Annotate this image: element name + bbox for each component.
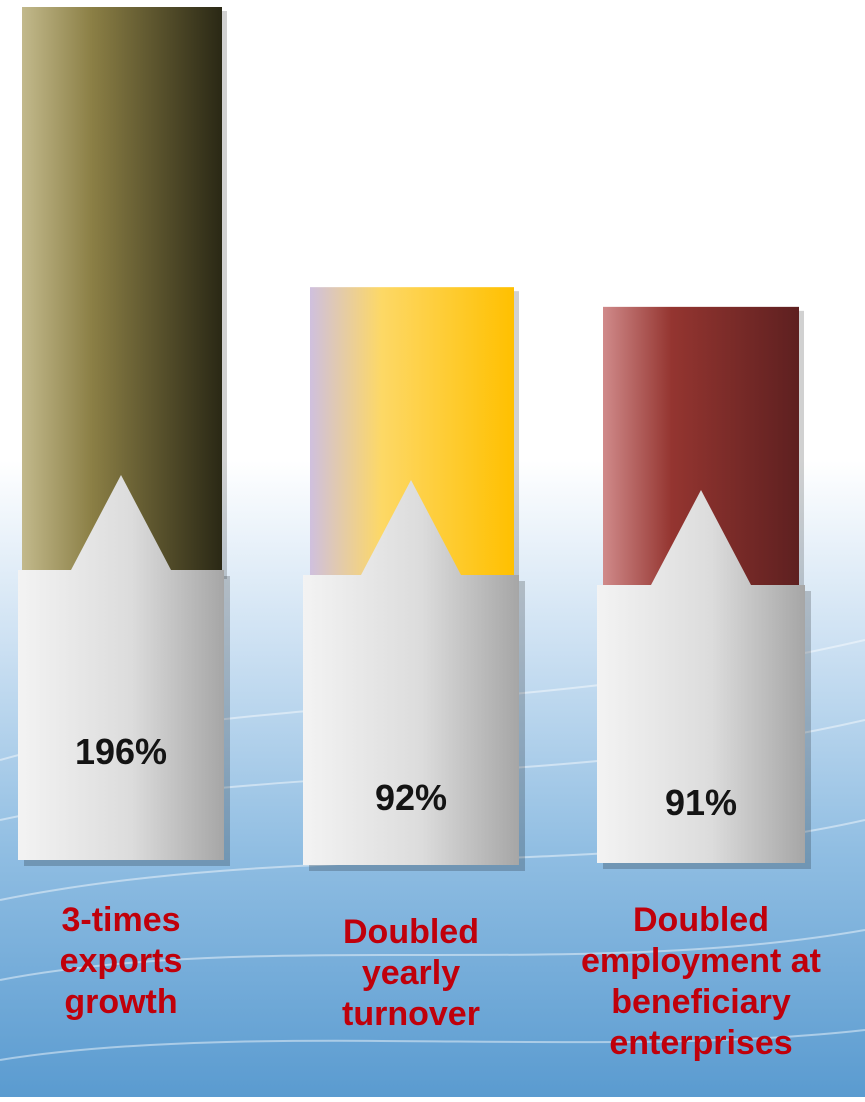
category-label-3-line-1: Doubled — [633, 901, 769, 939]
value-label-1: 196% — [74, 731, 168, 772]
category-label-1: 3-times exports growth — [18, 900, 224, 1023]
value-callout-1 — [18, 475, 224, 860]
category-label-3-line-4: enterprises — [609, 1024, 793, 1062]
value-callout-3 — [597, 490, 805, 863]
category-label-2-line-3: turnover — [342, 995, 480, 1033]
category-label-1-line-1: 3-times — [61, 901, 181, 939]
value-callout-2 — [303, 480, 519, 865]
value-label-3: 91% — [664, 782, 738, 823]
category-label-3-line-3: beneficiary — [611, 983, 791, 1021]
category-label-3-line-2: employment at — [581, 942, 821, 980]
value-label-2: 92% — [374, 777, 448, 818]
category-label-1-line-3: growth — [64, 983, 178, 1021]
category-label-3: Doubled employment at beneficiary enterp… — [570, 900, 832, 1064]
category-label-2-line-2: yearly — [361, 954, 461, 992]
category-label-1-line-2: exports — [59, 942, 183, 980]
category-label-2: Doubled yearly turnover — [303, 912, 519, 1035]
category-label-2-line-1: Doubled — [343, 913, 479, 951]
